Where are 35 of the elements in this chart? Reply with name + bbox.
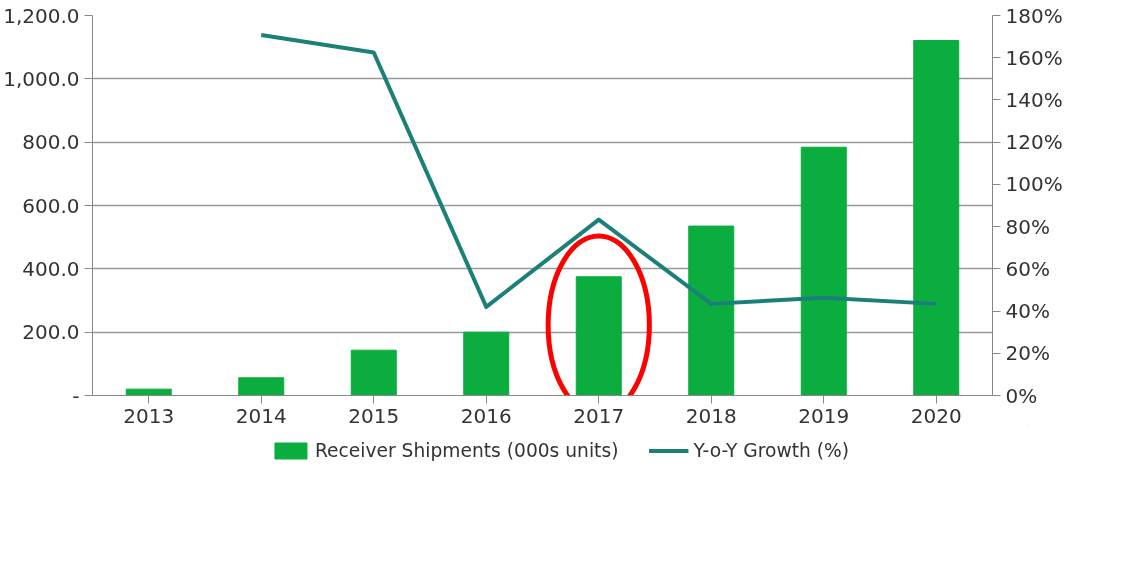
y-tick-label: 800.0 [22, 130, 80, 155]
bar [800, 146, 847, 396]
x-tick-label: 2017 [573, 403, 625, 428]
y-tick-label: 200.0 [22, 320, 80, 345]
x-tick-label: 2019 [798, 403, 850, 428]
y-tick-label: 600.0 [22, 193, 80, 218]
y2-tick-label: 80% [1005, 214, 1050, 239]
bar [913, 40, 960, 396]
bar [575, 276, 622, 396]
y2-tick-label: 100% [1005, 172, 1063, 197]
legend-label: Y-o-Y Growth (%) [693, 439, 850, 461]
bar [463, 331, 510, 396]
x-tick-label: 2020 [910, 403, 962, 428]
bar [238, 377, 285, 396]
y2-tick-label: 120% [1005, 130, 1063, 155]
bar [350, 349, 397, 396]
x-tick-label: 2015 [348, 403, 400, 428]
y-tick-label: 400.0 [22, 256, 80, 281]
y-tick-label: 1,200.0 [3, 3, 80, 28]
line-series [259, 32, 939, 309]
x-tick-label: 2013 [123, 403, 175, 428]
x-tick-label: 2014 [235, 403, 287, 428]
y2-tick-label: 140% [1005, 87, 1063, 112]
y2-tick-label: 60% [1005, 256, 1050, 281]
y-tick-label: 1,000.0 [3, 66, 80, 91]
y2-tick-label: 180% [1005, 3, 1063, 28]
y2-tick-label: 0% [1005, 383, 1038, 408]
y2-tick-label: 20% [1005, 341, 1050, 366]
y2-tick-label: 160% [1005, 45, 1063, 70]
y-tick-label: - [72, 383, 80, 408]
y2-tick-label: 40% [1005, 299, 1050, 324]
x-tick-label: 2016 [460, 403, 512, 428]
bar [688, 225, 735, 396]
x-tick-label: 2018 [685, 403, 737, 428]
legend-label: Receiver Shipments (000s units) [314, 439, 619, 461]
